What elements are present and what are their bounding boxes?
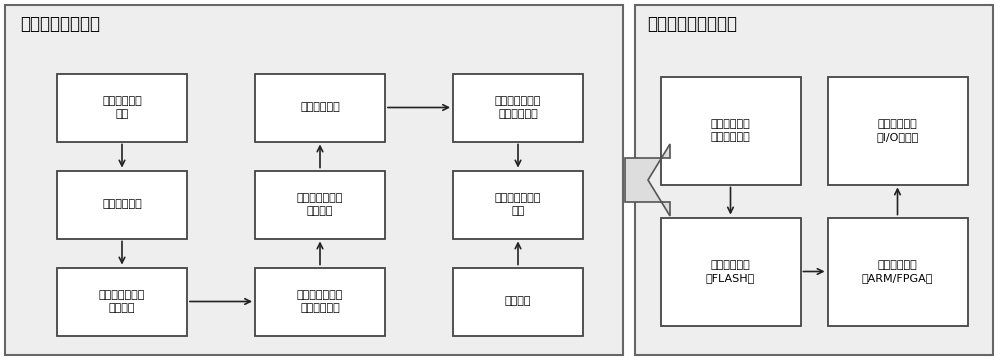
Bar: [453, 171, 583, 238]
Text: 子成分平均流逝
计算模块: 子成分平均流逝 计算模块: [297, 193, 343, 216]
Text: 信号输出模块
（I/O接口）: 信号输出模块 （I/O接口）: [876, 119, 919, 142]
Text: 子成分先子序列
形成模块: 子成分先子序列 形成模块: [99, 290, 145, 313]
Text: 信号接收模块
〈总线接口〉: 信号接收模块 〈总线接口〉: [711, 119, 750, 142]
Text: 死去时刻仿真及
时间尺度转换: 死去时刻仿真及 时间尺度转换: [495, 96, 541, 119]
Polygon shape: [625, 144, 670, 216]
Bar: [57, 73, 187, 141]
Text: 高斯混合模块: 高斯混合模块: [102, 199, 142, 210]
Bar: [453, 73, 583, 141]
Text: 平均流逝计算
模块: 平均流逝计算 模块: [102, 96, 142, 119]
Text: 信号存储模块
（FLASH）: 信号存储模块 （FLASH）: [706, 260, 755, 283]
Text: 信号处理模块
（ARM/FPGA）: 信号处理模块 （ARM/FPGA）: [862, 260, 933, 283]
Bar: [635, 5, 993, 355]
Bar: [255, 73, 385, 141]
Bar: [660, 77, 800, 184]
Bar: [660, 217, 800, 325]
Text: 信号接收与处理单元: 信号接收与处理单元: [647, 15, 737, 33]
Text: 泊松信号生成单元: 泊松信号生成单元: [20, 15, 100, 33]
Bar: [828, 77, 968, 184]
Bar: [5, 5, 623, 355]
Bar: [57, 171, 187, 238]
Bar: [255, 267, 385, 336]
Text: 信号存储与输出
模块: 信号存储与输出 模块: [495, 193, 541, 216]
Bar: [255, 171, 385, 238]
Text: 子成分置积及总
置积计算模块: 子成分置积及总 置积计算模块: [297, 290, 343, 313]
Bar: [453, 267, 583, 336]
Bar: [828, 217, 968, 325]
Text: 序列合成模块: 序列合成模块: [300, 103, 340, 112]
Bar: [57, 267, 187, 336]
Text: 授时模块: 授时模块: [505, 297, 531, 306]
